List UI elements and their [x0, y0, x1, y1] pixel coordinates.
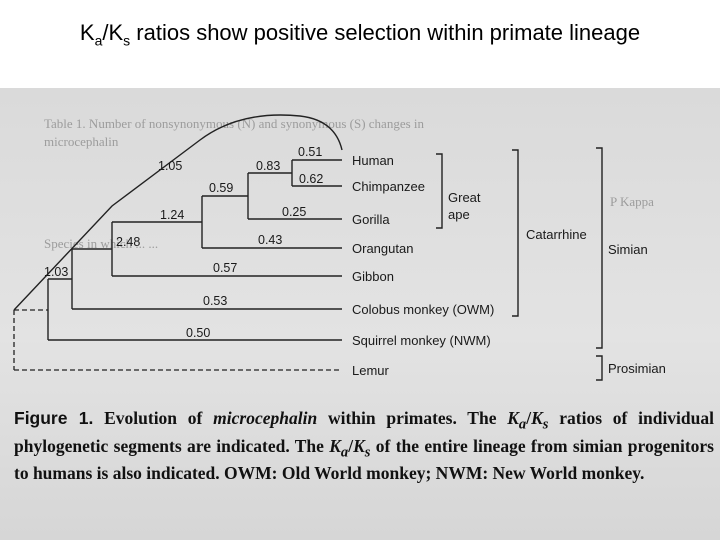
lineage-arc: [13, 114, 343, 311]
ratio-hcg: 0.59: [209, 181, 233, 195]
group-great-label-2: ape: [448, 207, 470, 222]
caption-k: K: [353, 435, 365, 456]
taxon-squirrel-monkey: Squirrel monkey (NWM): [352, 333, 491, 348]
ratio-catarrhine: 1.03: [44, 265, 68, 279]
caption-text: ratios of individual phylogenetic segmen…: [14, 408, 714, 456]
taxon-human: Human: [352, 153, 394, 168]
group-catarrhine-label: Catarrhine: [526, 227, 587, 242]
caption-k: K: [329, 435, 341, 456]
caption-text: Evolution of: [93, 408, 214, 428]
scanned-figure: Table 1. Number of nonsynonymous (N) and…: [0, 88, 720, 540]
caption-sub-s: s: [542, 416, 549, 433]
ratio-chimp: 0.62: [299, 172, 323, 186]
caption-fig-label: Figure 1.: [14, 408, 94, 428]
group-prosimian-label: Prosimian: [608, 361, 666, 376]
ratio-human: 0.51: [298, 145, 322, 159]
ghost-line-2: microcephalin: [44, 134, 119, 149]
ratio-lineage: 1.05: [158, 159, 182, 173]
title-k: K: [79, 20, 95, 45]
taxon-chimpanzee: Chimpanzee: [352, 179, 425, 194]
group-great-label-1: Great: [448, 190, 481, 205]
ratio-orangutan: 0.43: [258, 233, 282, 247]
caption-sub-a: a: [518, 416, 527, 433]
bracket-prosimian: [596, 355, 603, 381]
bracket-great-ape: [436, 153, 443, 229]
ratio-great-ape: 1.24: [160, 208, 184, 222]
caption-sub-a: a: [340, 444, 349, 460]
caption-k: K: [507, 408, 519, 428]
taxon-colobus: Colobus monkey (OWM): [352, 302, 494, 317]
caption-text: within primates. The: [317, 408, 508, 428]
ghost-line-1: Table 1. Number of nonsynonymous (N) and…: [44, 116, 425, 131]
caption-gene: microcephalin: [213, 408, 318, 428]
ratio-human-chimp: 0.83: [256, 159, 280, 173]
caption-k: K: [531, 408, 543, 428]
taxon-gorilla: Gorilla: [352, 212, 390, 227]
ratio-gorilla: 0.25: [282, 205, 306, 219]
bracket-simian: [596, 147, 603, 349]
taxon-orangutan: Orangutan: [352, 241, 413, 256]
ghost-line-3: P Kappa: [610, 194, 654, 209]
caption-text: of the entire lineage from simian progen…: [14, 435, 714, 484]
title-slash-k: /K: [102, 20, 124, 45]
caption-slash: /: [526, 408, 532, 428]
taxon-gibbon: Gibbon: [352, 269, 394, 284]
slide-title: Ka/Ks ratios show positive selection wit…: [0, 20, 720, 48]
title-sub-s: s: [123, 32, 131, 49]
taxon-lemur: Lemur: [352, 363, 390, 378]
caption-sub-s: s: [364, 444, 371, 460]
title-sub-a: a: [94, 32, 103, 49]
ratio-colobus: 0.53: [203, 294, 227, 308]
ratio-squirrel: 0.50: [186, 326, 210, 340]
group-simian-label: Simian: [608, 242, 648, 257]
caption-slash: /: [348, 435, 354, 456]
ratio-hominoid: 2.48: [116, 235, 140, 249]
bracket-catarrhine: [512, 149, 519, 317]
figure-caption: Figure 1. Evolution of microcephalin wit…: [14, 408, 714, 484]
ratio-gibbon: 0.57: [213, 261, 237, 275]
phylogenetic-tree: Table 1. Number of nonsynonymous (N) and…: [13, 114, 666, 381]
title-rest: ratios show positive selection within pr…: [130, 20, 641, 45]
